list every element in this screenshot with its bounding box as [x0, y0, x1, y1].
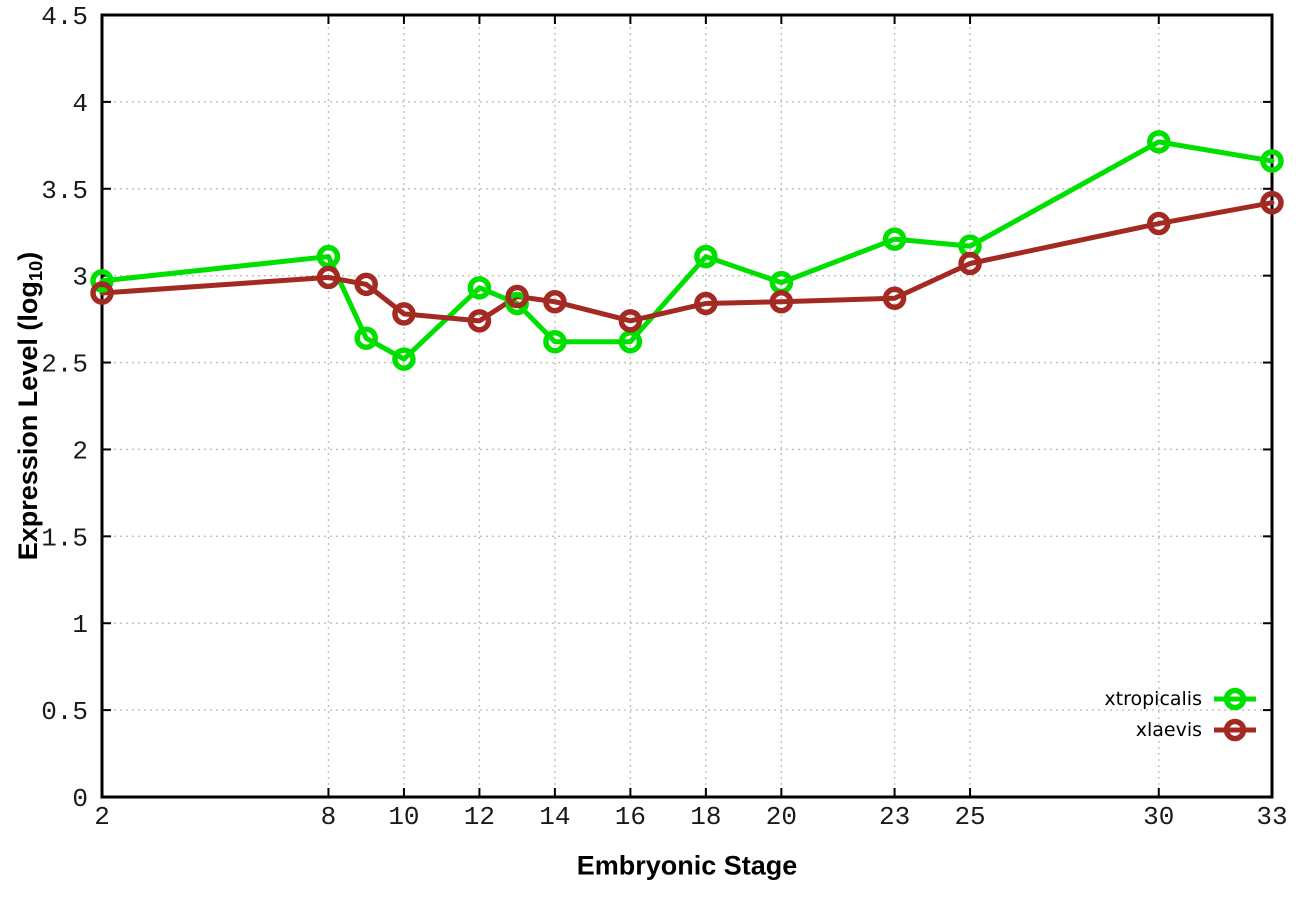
marker-xlaevis-stage-20	[769, 289, 794, 314]
x-tick-label-10: 10	[388, 802, 419, 832]
x-tick-label-12: 12	[464, 802, 495, 832]
y-axis-label-subscript: 10	[24, 260, 46, 282]
y-axis-label-text: Expression Level (log10)	[13, 252, 47, 561]
x-axis-label: Embryonic Stage	[576, 850, 798, 881]
marker-xtropicalis-stage-2	[90, 269, 114, 293]
x-tick-label-14: 14	[539, 802, 570, 832]
series-line-xtropicalis	[99, 139, 1275, 362]
plot-border	[100, 13, 1274, 799]
marker-xtropicalis-stage-9	[354, 326, 378, 350]
marker-xtropicalis-stage-14	[543, 329, 567, 354]
marker-xlaevis-stage-33	[1260, 190, 1284, 215]
y-axis-label-main: Expression Level (log	[13, 281, 44, 561]
marker-xtropicalis-stage-12	[467, 276, 492, 300]
marker-xlaevis-stage-10	[392, 302, 416, 326]
legend-label-xlaevis: xlaevis	[1135, 718, 1202, 741]
y-tick-label-1: 1	[72, 610, 88, 640]
y-tick-label-3: 3	[72, 263, 88, 293]
x-tick-label-8: 8	[321, 802, 337, 832]
y-tick-label-1.5: 1.5	[41, 523, 88, 553]
marker-xlaevis-stage-12	[467, 309, 492, 333]
marker-xtropicalis-stage-30	[1147, 130, 1171, 154]
marker-xlaevis-stage-14	[543, 289, 567, 314]
legend-item-xlaevis: xlaevis	[1136, 715, 1258, 744]
x-tick-label-2: 2	[94, 802, 110, 832]
y-tick-label-4.5: 4.5	[41, 2, 88, 32]
marker-xlaevis-stage-30	[1147, 211, 1171, 236]
marker-xlaevis-stage-2	[90, 281, 114, 305]
marker-xtropicalis-stage-16	[618, 329, 643, 354]
marker-xlaevis-stage-9	[354, 272, 378, 297]
marker-xlaevis-stage-13	[505, 284, 529, 309]
legend-label-xtropicalis: xtropicalis	[1104, 687, 1202, 710]
marker-xtropicalis-stage-8	[316, 244, 341, 269]
marker-xtropicalis-stage-18	[694, 244, 718, 269]
x-tick-label-30: 30	[1143, 802, 1174, 832]
x-tick-label-16: 16	[615, 802, 646, 832]
legend-marker-xlaevis-icon	[1214, 718, 1256, 741]
y-axis-label-suffix: )	[13, 251, 44, 261]
x-tick-label-18: 18	[690, 802, 721, 832]
y-tick-label-0.5: 0.5	[41, 697, 88, 727]
x-tick-label-33: 33	[1256, 802, 1287, 832]
marker-xtropicalis-stage-23	[882, 227, 907, 251]
legend: xtropicalis xlaevis	[1104, 684, 1258, 744]
marker-xlaevis-stage-8	[316, 265, 341, 290]
marker-xlaevis-stage-18	[694, 291, 718, 316]
marker-xtropicalis-stage-33	[1260, 149, 1284, 173]
marker-xlaevis-stage-16	[618, 309, 643, 333]
y-tick-label-2: 2	[72, 436, 88, 466]
x-tick-label-25: 25	[954, 802, 985, 832]
y-tick-label-3.5: 3.5	[41, 176, 88, 206]
marker-xlaevis-stage-23	[882, 286, 907, 311]
x-tick-label-20: 20	[766, 802, 797, 832]
legend-marker-xtropicalis-icon	[1214, 687, 1256, 710]
y-tick-label-2.5: 2.5	[41, 350, 88, 380]
marker-xlaevis-stage-25	[958, 251, 982, 276]
y-tick-label-4: 4	[72, 89, 88, 119]
x-tick-label-23: 23	[879, 802, 910, 832]
legend-item-xtropicalis: xtropicalis	[1104, 684, 1258, 713]
y-tick-label-0: 0	[72, 784, 88, 814]
marker-xtropicalis-stage-10	[392, 347, 416, 371]
